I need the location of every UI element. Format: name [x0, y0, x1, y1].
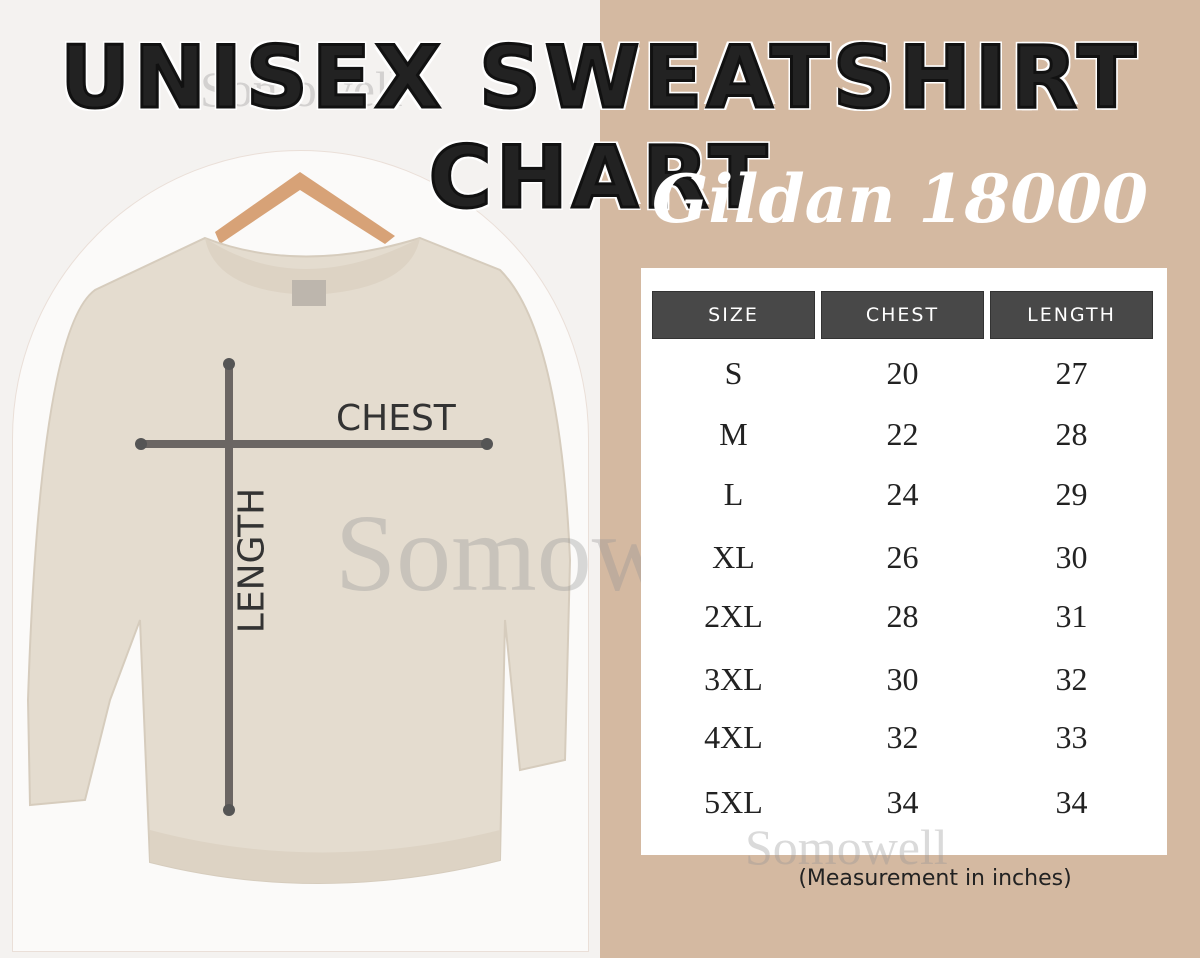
size-cell: 5XL	[704, 784, 763, 820]
chest-label: CHEST	[336, 398, 456, 439]
size-cell: 3XL	[704, 661, 763, 697]
chest-cell: 26	[886, 539, 919, 575]
header-length: LENGTH	[990, 291, 1153, 339]
size-cell: L	[723, 476, 744, 512]
page-title: UNISEX SWEATSHIRT CHART	[59, 27, 1140, 230]
measurement-note: (Measurement in inches)	[798, 866, 1072, 891]
length-cell: 29	[1055, 476, 1088, 512]
chest-cell: 32	[886, 719, 919, 755]
length-cell: 27	[1055, 355, 1088, 391]
size-cell: S	[724, 355, 743, 391]
watermark-top: Somowell	[200, 61, 403, 117]
length-cell: 31	[1055, 598, 1088, 634]
chest-cell: 28	[886, 598, 919, 634]
chest-cell: 22	[886, 416, 919, 452]
waistband	[150, 830, 500, 884]
length-label: LENGTH	[231, 487, 273, 634]
model-subtitle: Gildan 18000	[652, 160, 1148, 238]
sweatshirt-illustration	[26, 172, 572, 884]
size-cell: XL	[712, 539, 755, 575]
size-cell: 2XL	[704, 598, 763, 634]
length-cell: 28	[1055, 416, 1088, 452]
chest-cell: 34	[886, 784, 919, 820]
collar	[205, 238, 420, 295]
chest-cell: 30	[886, 661, 919, 697]
chest-cell: 20	[886, 355, 919, 391]
product-photo-panel: CHEST LENGTH	[12, 150, 589, 952]
length-cell: 34	[1055, 784, 1088, 820]
size-cell: M	[719, 416, 748, 452]
neck-tag	[292, 280, 326, 306]
header-chest: CHEST	[821, 291, 984, 339]
size-cell: 4XL	[704, 719, 763, 755]
size-table: SIZE CHEST LENGTH S 20 27 M 22 28 L 24 29 XL 26 30 2…	[641, 268, 1167, 855]
header-size: SIZE	[652, 291, 815, 339]
watermark-bottom: Somowell	[745, 819, 948, 875]
length-cell: 32	[1055, 661, 1088, 697]
chest-cell: 24	[886, 476, 919, 512]
length-cell: 33	[1055, 719, 1088, 755]
length-cell: 30	[1055, 539, 1088, 575]
hanger	[215, 172, 395, 244]
